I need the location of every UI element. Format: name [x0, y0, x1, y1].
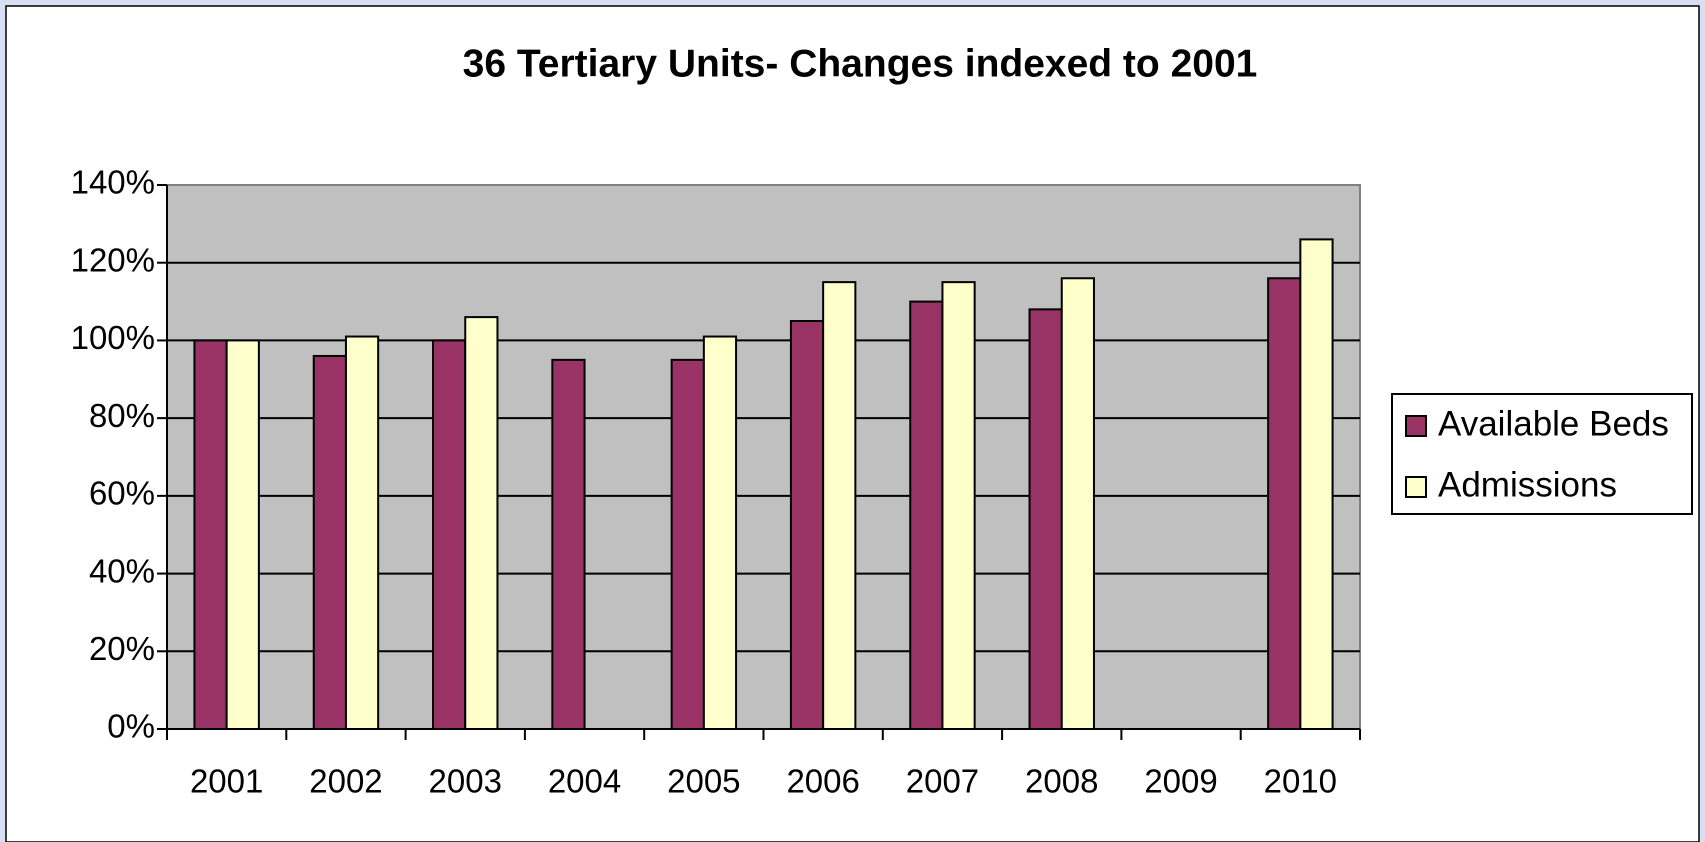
y-tick-label: 120% — [71, 241, 155, 278]
x-tick-label: 2009 — [1144, 763, 1217, 800]
x-tick-label: 2007 — [906, 763, 979, 800]
bar — [670, 358, 705, 730]
bar — [464, 316, 499, 730]
bar — [1299, 238, 1334, 730]
bar — [909, 300, 944, 730]
bar — [312, 354, 347, 730]
bar — [344, 335, 380, 730]
x-tick-label: 2003 — [429, 763, 502, 800]
bar — [1060, 277, 1095, 730]
y-tick-label: 80% — [89, 397, 155, 434]
bar — [193, 339, 228, 730]
y-tick-label: 100% — [71, 319, 155, 356]
x-tick-label: 2001 — [190, 763, 263, 800]
bar — [551, 358, 586, 730]
legend-swatch — [1405, 476, 1427, 498]
y-tick-label: 140% — [71, 164, 155, 201]
bar — [1028, 308, 1063, 730]
bar — [789, 320, 825, 730]
x-tick-label: 2006 — [786, 763, 859, 800]
x-tick-label: 2004 — [548, 763, 621, 800]
bar — [822, 281, 857, 730]
bar — [941, 281, 976, 730]
legend-label: Available Beds — [1438, 404, 1669, 443]
y-tick-label: 20% — [89, 630, 155, 667]
legend-swatch — [1405, 415, 1427, 437]
bar — [432, 339, 467, 730]
y-tick-label: 0% — [107, 708, 155, 745]
x-tick-label: 2002 — [309, 763, 382, 800]
y-tick-label: 40% — [89, 552, 155, 589]
x-tick-label: 2005 — [667, 763, 740, 800]
legend-label: Admissions — [1438, 465, 1617, 504]
x-tick-label: 2008 — [1025, 763, 1098, 800]
y-tick-label: 60% — [89, 475, 155, 512]
bar — [1267, 277, 1302, 730]
chart-title: 36 Tertiary Units- Changes indexed to 20… — [463, 42, 1258, 85]
bar — [702, 335, 738, 730]
legend — [1391, 393, 1693, 515]
x-tick-label: 2010 — [1264, 763, 1337, 800]
bar — [225, 339, 260, 730]
